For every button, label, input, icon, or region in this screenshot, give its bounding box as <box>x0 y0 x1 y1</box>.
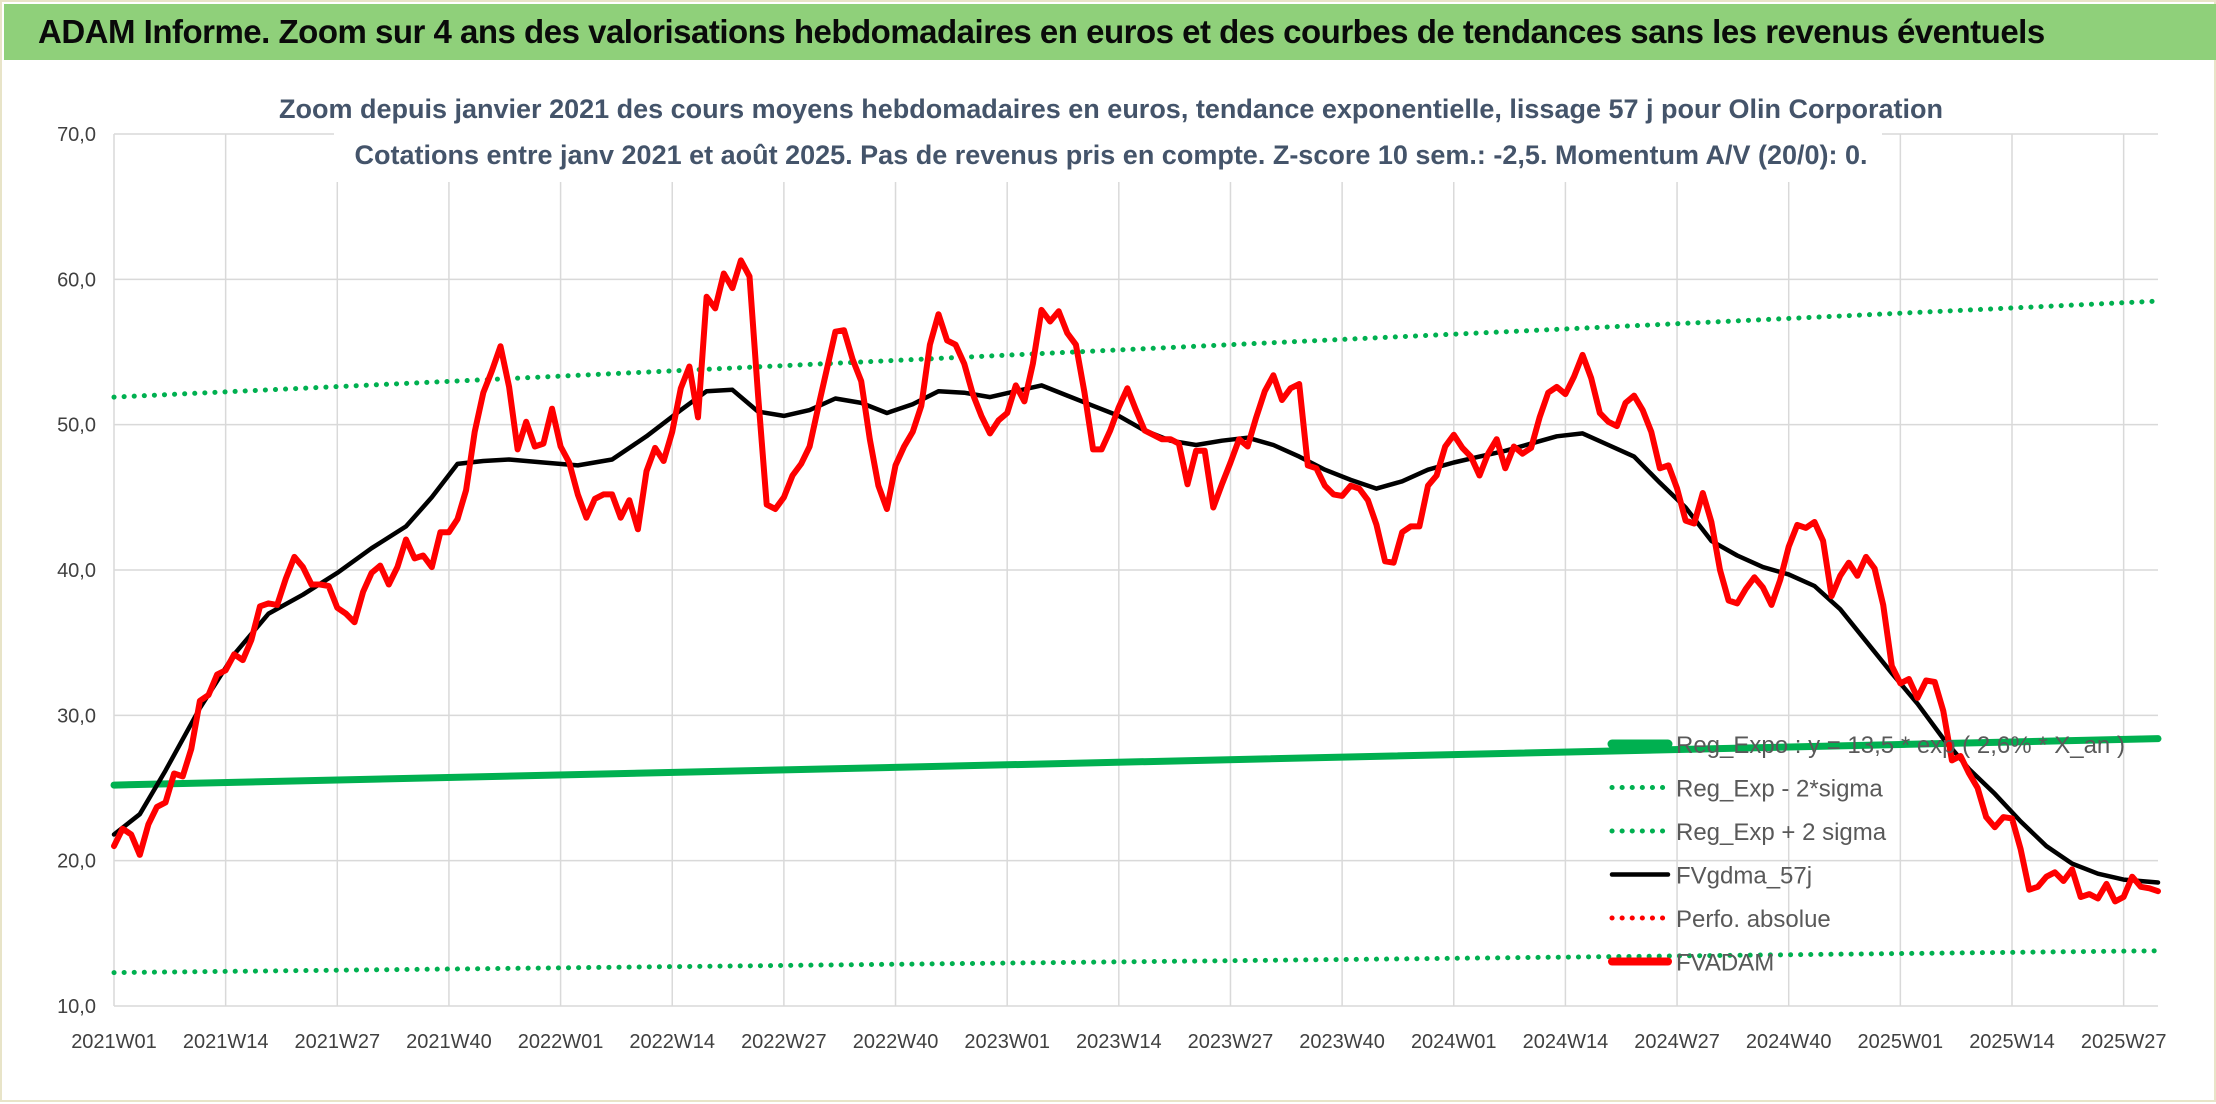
reg-exp-minus-2sigma-line <box>111 948 2161 976</box>
x-tick-label: 2023W01 <box>964 1031 1050 1053</box>
legend-label: FVgdma_57j <box>1676 863 1812 890</box>
report-banner: ADAM Informe. Zoom sur 4 ans des valoris… <box>4 4 2216 60</box>
legend-label: Perfo. absolue <box>1676 906 1831 933</box>
y-tick-label: 30,0 <box>57 705 96 727</box>
chart-legend: Reg_Expo : y = 13,5 * exp ( 2,6% * X_an … <box>1607 732 2125 977</box>
x-tick-label: 2023W14 <box>1076 1031 1162 1053</box>
legend-label: Reg_Exp + 2 sigma <box>1676 819 1887 846</box>
x-tick-label: 2022W27 <box>741 1031 827 1053</box>
fvgdma-57j-line <box>111 383 2161 885</box>
x-tick-label: 2024W27 <box>1634 1031 1720 1053</box>
title-backdrop <box>334 86 1882 182</box>
x-tick-label: 2025W14 <box>1969 1031 2055 1053</box>
x-tick-label: 2024W01 <box>1411 1031 1497 1053</box>
banner-title: ADAM Informe. Zoom sur 4 ans des valoris… <box>38 13 2045 50</box>
x-tick-label: 2025W27 <box>2081 1031 2167 1053</box>
y-axis: 10,0 20,0 30,0 40,0 50,0 60,0 70,0 <box>57 124 96 1018</box>
x-tick-label: 2022W14 <box>629 1031 715 1053</box>
x-tick-label: 2023W27 <box>1188 1031 1274 1053</box>
x-tick-label: 2021W27 <box>294 1031 380 1053</box>
legend-label: Reg_Expo : y = 13,5 * exp ( 2,6% * X_an … <box>1676 732 2125 759</box>
chart-title: Zoom depuis janvier 2021 des cours moyen… <box>279 94 1943 124</box>
y-tick-label: 20,0 <box>57 851 96 873</box>
legend-fvgdma: FVgdma_57j <box>1609 863 1812 890</box>
legend-reg-expo: Reg_Expo : y = 13,5 * exp ( 2,6% * X_an … <box>1607 732 2125 759</box>
legend-reg-exp-minus: Reg_Exp - 2*sigma <box>1609 776 1883 803</box>
y-tick-label: 10,0 <box>57 996 96 1018</box>
x-tick-label: 2022W01 <box>518 1031 604 1053</box>
reg-expo-line <box>110 735 2162 789</box>
reg-exp-plus-2sigma-line <box>111 298 2161 400</box>
x-tick-label: 2023W40 <box>1299 1031 1385 1053</box>
x-axis: 2021W01 2021W14 2021W27 2021W40 2022W01 2022W… <box>71 1031 2166 1053</box>
fvadam-line <box>111 257 2161 905</box>
legend-perfo: Perfo. absolue <box>1609 906 1831 933</box>
legend-reg-exp-plus: Reg_Exp + 2 sigma <box>1609 819 1887 846</box>
y-tick-label: 60,0 <box>57 269 96 291</box>
y-tick-label: 40,0 <box>57 560 96 582</box>
x-tick-label: 2021W01 <box>71 1031 157 1053</box>
chart-subtitle: Cotations entre janv 2021 et août 2025. … <box>354 140 1867 170</box>
x-tick-label: 2021W14 <box>183 1031 269 1053</box>
y-tick-label: 50,0 <box>57 415 96 437</box>
x-tick-label: 2024W40 <box>1746 1031 1832 1053</box>
x-tick-label: 2021W40 <box>406 1031 492 1053</box>
x-tick-label: 2022W40 <box>853 1031 939 1053</box>
x-tick-label: 2024W14 <box>1523 1031 1609 1053</box>
legend-label: Reg_Exp - 2*sigma <box>1676 776 1883 803</box>
y-tick-label: 70,0 <box>57 124 96 146</box>
legend-label: FVADAM <box>1676 950 1774 977</box>
legend-fvadam: FVADAM <box>1608 950 1774 977</box>
x-tick-label: 2025W01 <box>1858 1031 1944 1053</box>
series-layer <box>110 257 2162 976</box>
